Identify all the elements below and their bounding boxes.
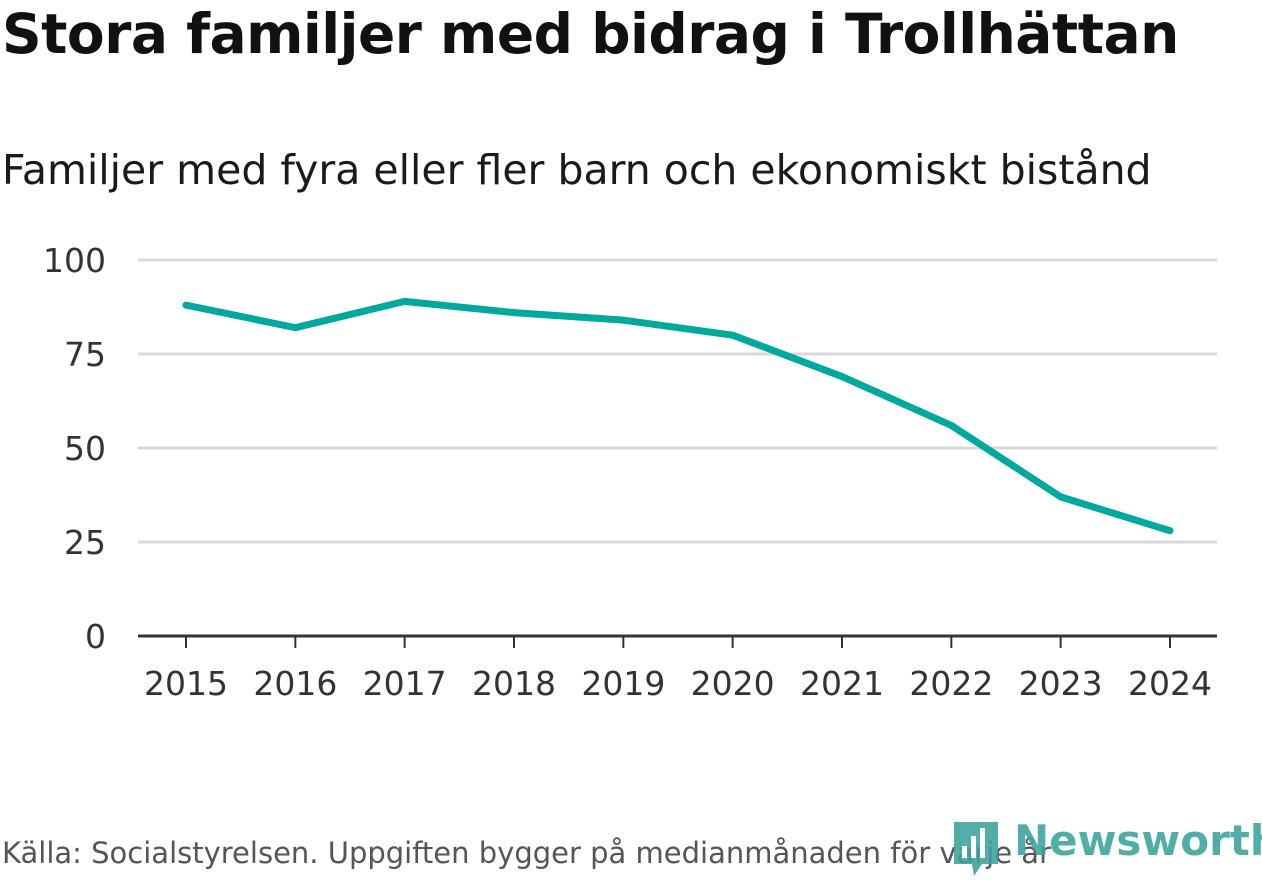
data-point-2018 [510,309,518,317]
data-point-2016 [291,324,299,332]
y-tick-label-50: 50 [64,429,106,468]
x-axis-ticks: 2015 2016 2017 2018 2019 2020 2021 2022 2023 2024 [144,636,1212,703]
x-tick-label-2023: 2023 [1019,664,1103,703]
newsworthy-logo: Newsworthy [952,816,1262,880]
y-tick-label-0: 0 [85,617,106,656]
x-tick-label-2016: 2016 [253,664,337,703]
data-point-2015 [182,301,190,309]
x-tick-label-2015: 2015 [144,664,228,703]
x-tick-label-2021: 2021 [800,664,884,703]
data-point-2023 [1057,493,1065,501]
chart-title: Stora familjer med bidrag i Trollhättan [2,2,1179,66]
series-line-0 [185,297,1172,535]
x-tick-label-2024: 2024 [1128,664,1212,703]
y-tick-label-25: 25 [64,523,106,562]
newsworthy-logo-text: Newsworthy [1014,816,1262,865]
newsworthy-logo-icon [952,820,1000,876]
gridlines [138,258,1217,544]
y-tick-label-100: 100 [43,241,106,280]
y-axis-ticks: 0 25 50 75 100 [43,241,106,656]
data-point-2024 [1166,527,1174,535]
x-tick-label-2019: 2019 [581,664,665,703]
data-point-2020 [729,331,737,339]
series [182,297,1174,535]
data-point-2022 [947,421,955,429]
data-point-2017 [401,297,409,305]
source-note: Källa: Socialstyrelsen. Uppgiften bygger… [2,836,1051,870]
x-tick-label-2022: 2022 [909,664,993,703]
chart-subtitle: Familjer med fyra eller fler barn och ek… [2,146,1152,194]
x-tick-label-2018: 2018 [472,664,556,703]
x-tick-label-2017: 2017 [363,664,447,703]
y-tick-label-75: 75 [64,335,106,374]
x-tick-label-2020: 2020 [691,664,775,703]
data-point-2021 [838,373,846,381]
data-point-2019 [619,316,627,324]
